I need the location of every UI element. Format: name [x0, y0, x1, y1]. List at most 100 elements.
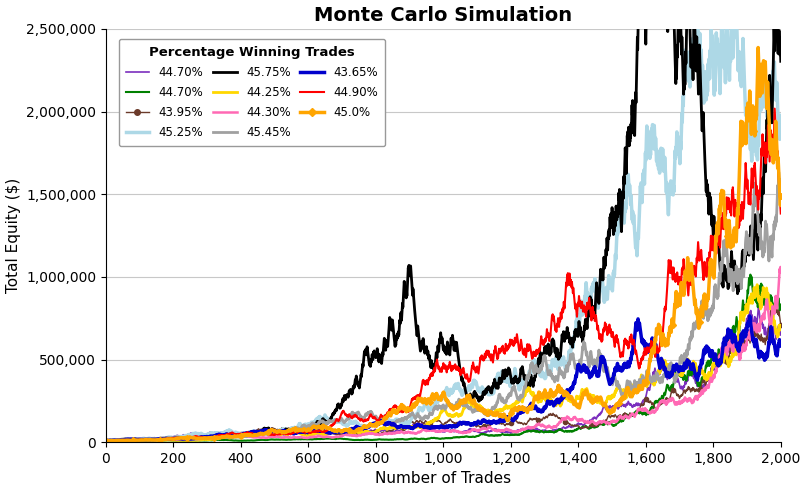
- 43.95%: [117, 437, 127, 443]
- 44.70%: [352, 437, 362, 443]
- 45.0%: [138, 437, 147, 443]
- 44.70%: [116, 437, 126, 443]
- 45.0%: [657, 340, 667, 346]
- 45.45%: [105, 437, 114, 443]
- 44.25%: [776, 322, 786, 328]
- 44.30%: [117, 437, 127, 443]
- 44.25%: [116, 437, 126, 443]
- X-axis label: Number of Trades: Number of Trades: [376, 471, 512, 487]
- 44.70%: [754, 303, 763, 308]
- 44.25%: [101, 437, 110, 443]
- 45.45%: [101, 437, 110, 443]
- 45.75%: [112, 438, 122, 444]
- 44.70%: [657, 366, 667, 371]
- 44.70%: [101, 437, 110, 443]
- Title: Monte Carlo Simulation: Monte Carlo Simulation: [314, 5, 572, 25]
- 45.0%: [352, 427, 362, 433]
- 45.45%: [161, 435, 171, 441]
- 45.75%: [101, 437, 110, 443]
- 43.95%: [102, 437, 111, 443]
- 45.25%: [352, 421, 362, 427]
- 44.90%: [352, 413, 362, 419]
- 43.95%: [101, 437, 110, 443]
- 44.70%: [352, 429, 362, 434]
- 45.25%: [657, 160, 667, 166]
- 45.75%: [117, 437, 127, 443]
- 45.45%: [117, 436, 127, 442]
- Line: 44.70%: 44.70%: [106, 306, 781, 440]
- 44.30%: [507, 428, 517, 434]
- 43.65%: [101, 437, 110, 443]
- Line: 44.30%: 44.30%: [106, 267, 781, 441]
- 45.75%: [507, 380, 517, 386]
- Line: 44.70%: 44.70%: [106, 275, 781, 441]
- 43.95%: [776, 322, 786, 328]
- 44.30%: [161, 437, 171, 443]
- 44.70%: [181, 438, 190, 444]
- Legend: 44.70%, 44.70%, 43.95%, 45.25%, 45.75%, 44.25%, 44.30%, 45.45%, 43.65%, 44.90%, : 44.70%, 44.70%, 43.95%, 45.25%, 45.75%, …: [118, 39, 385, 147]
- 44.90%: [161, 436, 171, 442]
- 45.25%: [776, 121, 786, 127]
- 45.0%: [161, 436, 171, 442]
- 44.70%: [507, 429, 517, 435]
- Line: 44.25%: 44.25%: [106, 285, 781, 441]
- 44.30%: [138, 436, 147, 442]
- 44.30%: [776, 268, 786, 274]
- 44.90%: [138, 437, 147, 443]
- 44.70%: [138, 437, 147, 443]
- 45.45%: [138, 436, 147, 442]
- 44.30%: [103, 438, 113, 444]
- 43.95%: [161, 436, 171, 442]
- 44.90%: [657, 336, 667, 341]
- Line: 43.65%: 43.65%: [106, 316, 781, 440]
- 45.25%: [104, 437, 114, 443]
- 44.70%: [507, 432, 517, 438]
- 43.65%: [745, 313, 754, 319]
- 45.0%: [754, 45, 763, 51]
- 44.70%: [776, 329, 786, 335]
- 43.95%: [138, 437, 147, 443]
- 43.65%: [352, 424, 362, 430]
- 44.25%: [752, 282, 762, 288]
- 45.45%: [774, 169, 783, 175]
- 44.90%: [776, 211, 786, 216]
- 44.25%: [138, 437, 147, 443]
- 45.25%: [161, 435, 171, 441]
- 44.70%: [161, 437, 171, 443]
- 44.70%: [776, 302, 786, 308]
- 44.90%: [106, 438, 115, 444]
- 44.25%: [161, 437, 171, 443]
- 45.0%: [101, 437, 110, 443]
- 45.75%: [138, 437, 147, 443]
- 45.45%: [776, 177, 786, 183]
- 44.30%: [657, 399, 667, 405]
- 45.0%: [507, 408, 517, 414]
- 44.70%: [657, 394, 667, 400]
- 45.25%: [101, 437, 110, 443]
- 44.90%: [770, 106, 779, 112]
- Line: 44.90%: 44.90%: [106, 109, 781, 441]
- Line: 43.95%: 43.95%: [104, 302, 783, 443]
- 43.95%: [507, 420, 517, 426]
- 44.30%: [775, 264, 785, 270]
- 43.95%: [771, 301, 780, 307]
- 44.25%: [136, 438, 146, 444]
- 44.25%: [657, 362, 667, 368]
- 44.70%: [161, 435, 171, 441]
- 45.75%: [352, 377, 362, 383]
- 45.0%: [776, 193, 786, 199]
- 43.65%: [103, 437, 113, 443]
- 43.95%: [657, 399, 667, 405]
- 44.70%: [138, 435, 147, 441]
- 45.25%: [507, 376, 517, 382]
- 45.45%: [657, 376, 667, 382]
- 44.30%: [352, 433, 362, 439]
- 44.70%: [746, 272, 755, 277]
- 45.75%: [161, 436, 171, 442]
- 44.90%: [507, 337, 517, 343]
- 43.65%: [507, 417, 517, 423]
- 44.70%: [117, 436, 127, 442]
- 45.25%: [117, 437, 127, 443]
- 44.70%: [101, 437, 110, 443]
- 44.25%: [507, 404, 517, 410]
